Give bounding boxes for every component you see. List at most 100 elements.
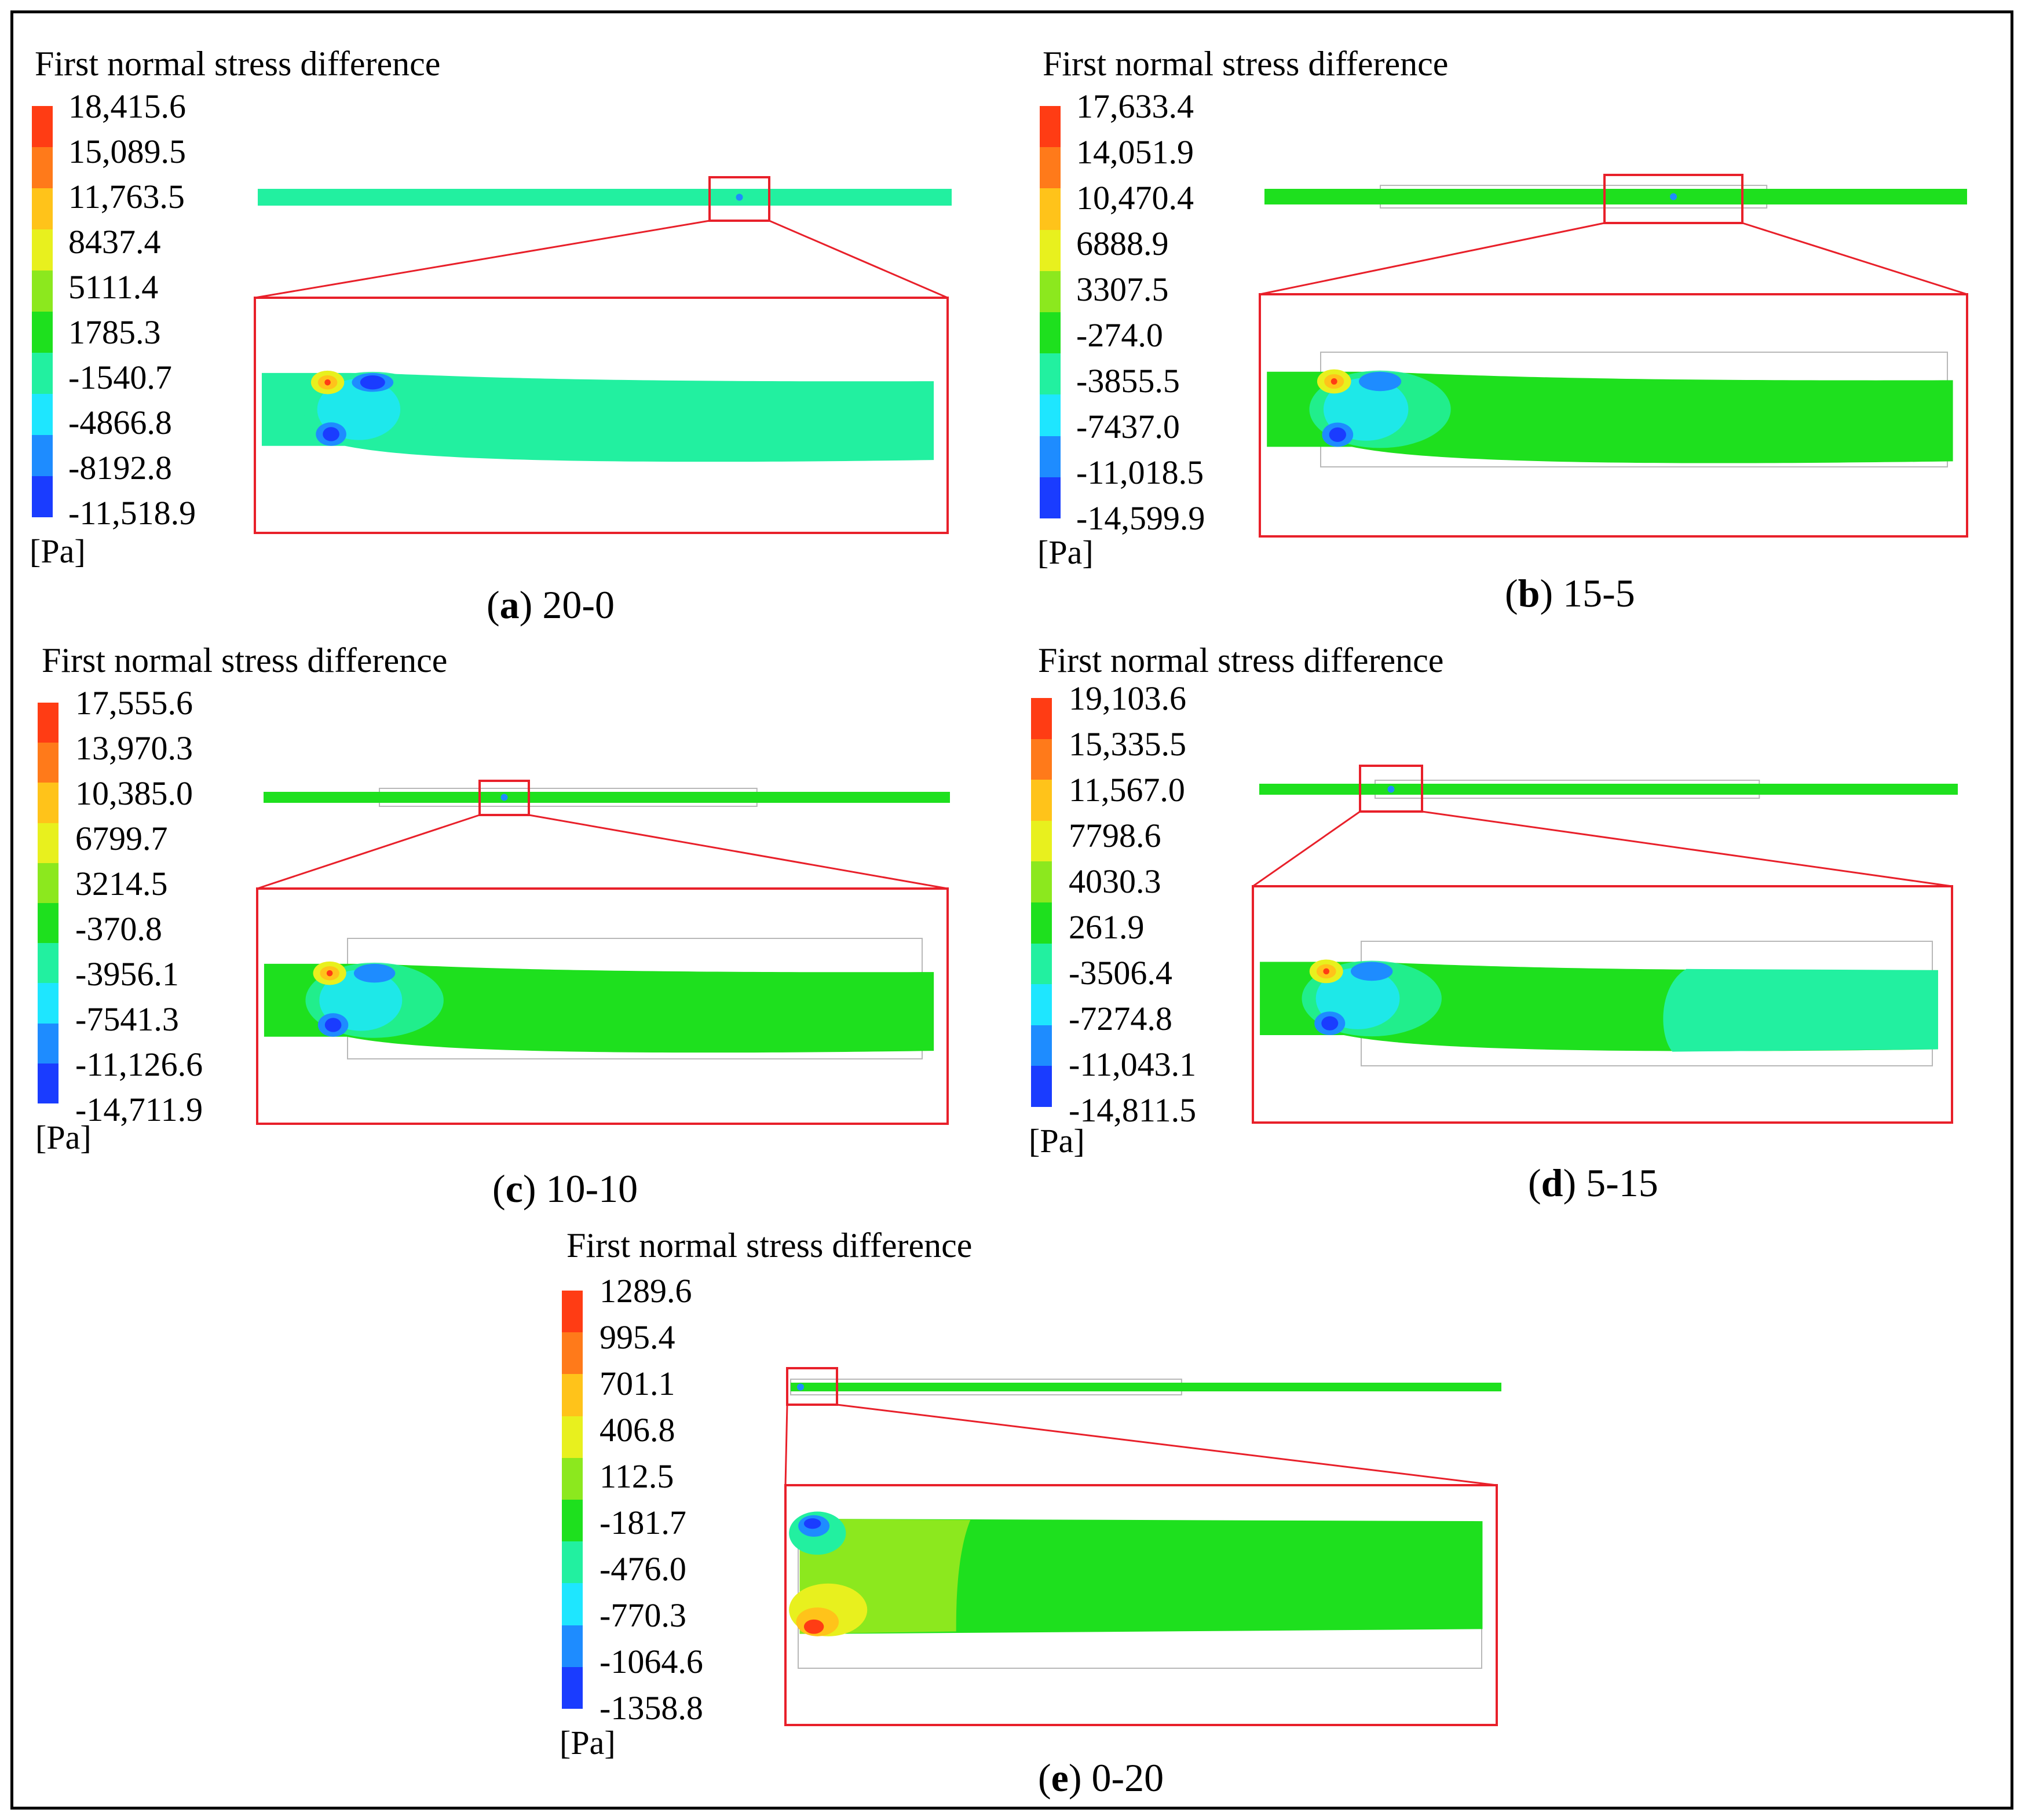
- colorbar-tick-label: 6799.7: [75, 820, 168, 857]
- zoom-connector-left: [1252, 810, 1361, 887]
- colorbar-tick-label: -181.7: [600, 1504, 686, 1541]
- colorbar-segment: [32, 229, 53, 271]
- colorbar-tick-label: 4030.3: [1069, 863, 1161, 900]
- flow-domain: [799, 1518, 1483, 1634]
- caption-letter: d: [1541, 1161, 1563, 1205]
- colorbar-segment: [38, 902, 59, 944]
- panel-caption: (b) 15-5: [1505, 571, 1635, 615]
- overview-hotspot: [797, 1383, 804, 1391]
- colorbar-tick-label: -1358.8: [600, 1689, 703, 1727]
- colorbar-segment: [1031, 943, 1052, 985]
- overview-strip: [264, 792, 950, 803]
- colorbar-tick-label: 13,970.3: [75, 729, 193, 767]
- colorbar: [38, 703, 59, 1103]
- caption-text: 10-10: [546, 1167, 638, 1211]
- zoom-connector-left: [1259, 222, 1605, 295]
- colorbar-segment: [38, 863, 59, 903]
- colorbar-segment: [32, 147, 53, 188]
- colorbar-tick-label: -7437.0: [1076, 408, 1180, 445]
- colorbar-tick-label: -7274.8: [1069, 1000, 1172, 1037]
- colorbar-segment: [562, 1625, 583, 1667]
- unit-label: [Pa]: [560, 1724, 616, 1761]
- high-stress-spot: [1323, 968, 1330, 975]
- low-stress-spot: [323, 427, 339, 441]
- zoom-connector-right: [1742, 222, 1968, 295]
- colorbar-tick-label: 995.4: [600, 1318, 675, 1356]
- colorbar-segment: [1031, 780, 1052, 821]
- colorbar-tick-label: -1540.7: [68, 359, 172, 396]
- figure-frame: [10, 10, 2013, 1810]
- low-stress-spot: [1358, 371, 1402, 392]
- colorbar-segment: [1040, 229, 1061, 271]
- colorbar-tick-label: -14,711.9: [75, 1091, 203, 1128]
- colorbar-tick-label: 112.5: [600, 1457, 674, 1495]
- low-stress-spot: [353, 963, 396, 983]
- colorbar: [1031, 698, 1052, 1107]
- colorbar: [1040, 106, 1061, 518]
- zoom-connector-left: [257, 814, 480, 890]
- colorbar-tick-label: -3506.4: [1069, 954, 1172, 992]
- zoom-connector-right: [769, 220, 948, 299]
- colorbar-tick-label: -274.0: [1076, 316, 1163, 354]
- colorbar-segment: [562, 1583, 583, 1625]
- colorbar-tick-label: 8437.4: [68, 223, 161, 261]
- caption-letter: a: [499, 583, 520, 627]
- low-stress-spot: [1350, 962, 1393, 981]
- colorbar-tick-label: 261.9: [1069, 908, 1145, 946]
- colorbar-tick-label: -11,126.6: [75, 1046, 203, 1083]
- panel-caption: (e) 0-20: [1038, 1756, 1164, 1800]
- colorbar-segment: [1031, 1066, 1052, 1107]
- colorbar-segment: [1031, 902, 1052, 944]
- panel-title: First normal stress difference: [42, 641, 448, 679]
- colorbar-segment: [562, 1666, 583, 1709]
- colorbar-segment: [1040, 271, 1061, 312]
- colorbar-segment: [32, 435, 53, 476]
- zoom-connector-left: [784, 1404, 788, 1486]
- zoom-connector-right: [528, 814, 948, 890]
- colorbar-tick-label: -3956.1: [75, 955, 179, 993]
- zoom-source-box: [478, 780, 530, 816]
- unit-label: [Pa]: [30, 532, 86, 570]
- colorbar-tick-label: 10,470.4: [1076, 179, 1194, 217]
- caption-letter: b: [1518, 571, 1540, 615]
- colorbar-segment: [562, 1374, 583, 1416]
- downstream-region: [1663, 969, 1938, 1052]
- colorbar-segment: [32, 476, 53, 517]
- colorbar-tick-label: -770.3: [600, 1596, 686, 1634]
- colorbar-tick-label: 1785.3: [68, 313, 161, 351]
- panel-title: First normal stress difference: [1043, 45, 1449, 83]
- colorbar-tick-label: 1289.6: [600, 1272, 692, 1310]
- colorbar-segment: [32, 394, 53, 435]
- overview-strip: [258, 189, 952, 206]
- overview-hotspot: [500, 794, 508, 801]
- unit-label: [Pa]: [35, 1119, 92, 1156]
- colorbar-tick-label: -11,018.5: [1076, 454, 1204, 491]
- colorbar: [562, 1291, 583, 1709]
- colorbar-segment: [38, 983, 59, 1024]
- colorbar-segment: [1031, 984, 1052, 1025]
- panel-caption: (a) 20-0: [487, 583, 615, 627]
- unit-label: [Pa]: [1029, 1122, 1085, 1160]
- colorbar: [32, 106, 53, 517]
- high-stress-spot: [803, 1619, 824, 1634]
- colorbar-segment: [1031, 739, 1052, 780]
- colorbar-tick-label: 11,567.0: [1069, 771, 1185, 809]
- colorbar-tick-label: 18,415.6: [68, 87, 186, 125]
- panel-title: First normal stress difference: [566, 1226, 973, 1265]
- colorbar-segment: [1031, 1025, 1052, 1066]
- colorbar-segment: [562, 1416, 583, 1458]
- colorbar-tick-label: 10,385.0: [75, 774, 193, 812]
- high-stress-spot: [1330, 378, 1337, 385]
- colorbar-segment: [1040, 188, 1061, 230]
- colorbar-tick-label: -3855.5: [1076, 362, 1180, 400]
- caption-text: 20-0: [542, 583, 615, 627]
- overview-hotspot: [1387, 785, 1395, 793]
- low-stress-spot: [1329, 427, 1346, 442]
- colorbar-tick-label: -14,599.9: [1076, 499, 1205, 537]
- colorbar-tick-label: -1064.6: [600, 1643, 703, 1680]
- colorbar-tick-label: -11,518.9: [68, 494, 196, 532]
- overview-hotspot: [1670, 193, 1677, 200]
